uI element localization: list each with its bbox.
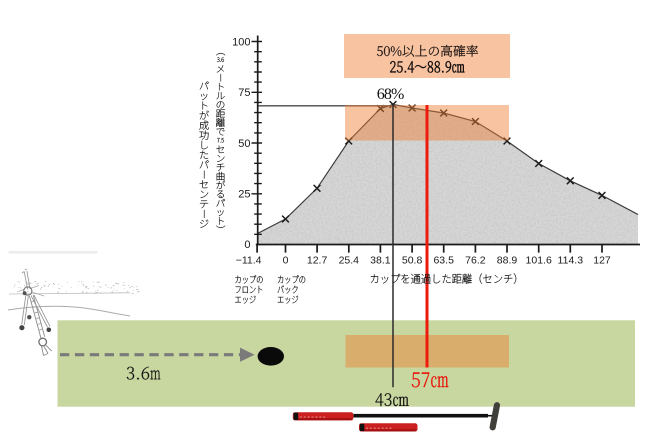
svg-text:0: 0 (244, 239, 250, 251)
svg-text:75: 75 (238, 87, 250, 99)
svg-text:0: 0 (283, 255, 289, 267)
svg-text:−11.4: −11.4 (236, 255, 262, 267)
svg-text:88.9: 88.9 (497, 255, 518, 267)
svg-text:100: 100 (232, 36, 250, 48)
svg-text:12.7: 12.7 (307, 255, 328, 267)
svg-text:76.2: 76.2 (465, 255, 486, 267)
svg-text:25.4: 25.4 (339, 255, 360, 267)
svg-text:50: 50 (238, 138, 250, 150)
svg-text:63.5: 63.5 (433, 255, 454, 267)
svg-text:68%: 68% (377, 86, 405, 103)
svg-text:25: 25 (238, 189, 250, 201)
svg-text:101.6: 101.6 (526, 255, 552, 267)
svg-text:38.1: 38.1 (370, 255, 391, 267)
svg-text:50.8: 50.8 (402, 255, 423, 267)
svg-text:114.3: 114.3 (558, 255, 584, 267)
svg-text:127: 127 (593, 255, 611, 267)
